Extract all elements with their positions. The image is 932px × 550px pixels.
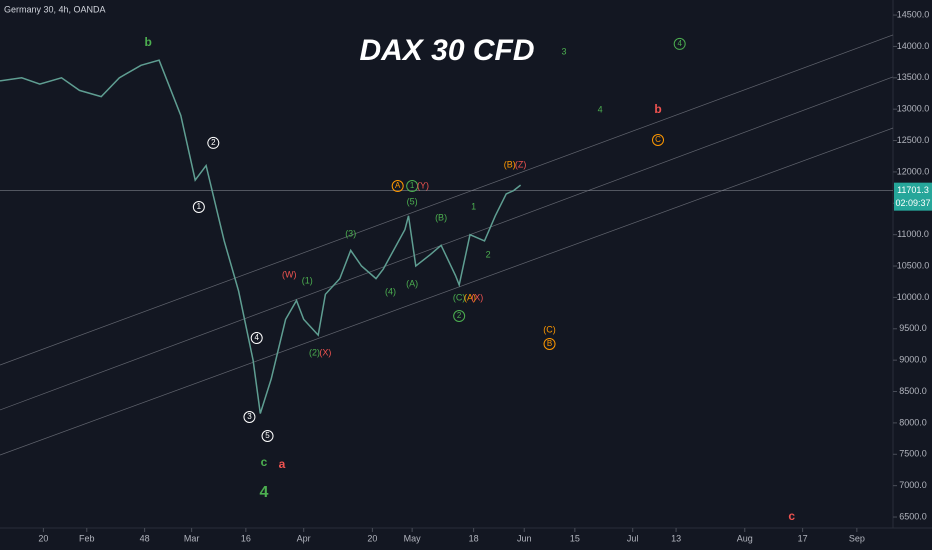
x-tick-label: May bbox=[404, 533, 422, 543]
y-tick-label: 8500.0 bbox=[899, 386, 927, 396]
wave-circle bbox=[673, 37, 686, 50]
wave-circle bbox=[543, 337, 556, 350]
wave-circle bbox=[406, 179, 419, 192]
wave-label: (2) bbox=[309, 347, 320, 357]
wave-label: b bbox=[145, 35, 152, 49]
countdown-label: 02:09:37 bbox=[895, 198, 930, 208]
wave-label: (W) bbox=[282, 269, 297, 279]
y-tick-label: 7000.0 bbox=[899, 480, 927, 490]
x-tick-label: Jul bbox=[627, 533, 639, 543]
y-tick-label: 13000.0 bbox=[897, 104, 930, 114]
wave-label: A bbox=[395, 181, 401, 190]
wave-label: (Y) bbox=[417, 180, 429, 190]
x-tick-label: Sep bbox=[849, 533, 865, 543]
wave-label: (X) bbox=[471, 292, 483, 302]
wave-label: 5 bbox=[265, 431, 270, 440]
x-tick-label: 18 bbox=[469, 533, 479, 543]
wave-label: (X) bbox=[319, 347, 331, 357]
wave-circle bbox=[250, 332, 263, 345]
last-price-box bbox=[894, 182, 932, 211]
wave-label: (C) bbox=[543, 324, 556, 334]
symbol-legend: Germany 30, 4h, OANDA bbox=[4, 4, 106, 14]
x-tick-label: 20 bbox=[38, 533, 48, 543]
y-tick-label: 10000.0 bbox=[897, 292, 930, 302]
wave-circle bbox=[243, 411, 256, 424]
wave-circle bbox=[391, 179, 404, 192]
x-tick-label: 48 bbox=[140, 533, 150, 543]
wave-circle bbox=[652, 133, 664, 146]
last-price-label: 11701.3 bbox=[897, 185, 929, 195]
y-tick-label: 9000.0 bbox=[899, 355, 927, 365]
x-tick-label: 17 bbox=[798, 533, 808, 543]
chart-title: DAX 30 CFD bbox=[359, 34, 534, 67]
x-tick-label: 16 bbox=[241, 533, 251, 543]
x-tick-label: 20 bbox=[367, 533, 377, 543]
wave-label: (A) bbox=[406, 278, 418, 288]
wave-label: (A) bbox=[464, 292, 476, 302]
wave-label: (1) bbox=[302, 275, 313, 285]
wave-circle bbox=[261, 430, 274, 443]
y-tick-label: 7500.0 bbox=[899, 449, 927, 459]
wave-label: 2 bbox=[486, 249, 491, 259]
y-tick-label: 12500.0 bbox=[897, 135, 930, 145]
wave-label: c bbox=[788, 509, 795, 523]
wave-label: 4 bbox=[254, 333, 259, 342]
y-tick-label: 8000.0 bbox=[899, 417, 927, 427]
y-tick-label: 12000.0 bbox=[897, 166, 930, 176]
wave-label: (B) bbox=[435, 212, 447, 222]
x-tick-label: Feb bbox=[79, 533, 95, 543]
wave-label: (4) bbox=[385, 286, 396, 296]
y-tick-label: 10500.0 bbox=[897, 260, 930, 270]
wave-label: (B) bbox=[504, 159, 516, 169]
wave-label: 3 bbox=[561, 46, 566, 56]
x-tick-label: 13 bbox=[671, 533, 681, 543]
wave-label: 1 bbox=[410, 181, 415, 190]
wave-label: (C) bbox=[453, 292, 466, 302]
trend-line bbox=[0, 127, 894, 456]
x-tick-label: 15 bbox=[570, 533, 580, 543]
y-tick-label: 14000.0 bbox=[897, 41, 930, 51]
price-line bbox=[0, 59, 522, 414]
wave-label: (3) bbox=[345, 228, 356, 238]
y-tick-label: 11000.0 bbox=[897, 229, 929, 239]
wave-label: (Z) bbox=[515, 159, 527, 169]
trend-line bbox=[0, 34, 894, 366]
trend-line bbox=[0, 76, 894, 411]
wave-label: 1 bbox=[197, 202, 202, 211]
wave-label: 2 bbox=[457, 311, 462, 320]
y-tick-label: 14500.0 bbox=[897, 9, 930, 19]
wave-label: (5) bbox=[407, 196, 418, 206]
wave-label: 4 bbox=[598, 104, 603, 114]
wave-label: b bbox=[654, 102, 661, 116]
wave-label: B bbox=[547, 339, 552, 348]
wave-label: a bbox=[279, 457, 286, 471]
y-tick-label: 9500.0 bbox=[899, 323, 927, 333]
wave-label: C bbox=[655, 135, 661, 144]
wave-label: 3 bbox=[247, 412, 252, 421]
wave-label: 4 bbox=[677, 39, 682, 48]
x-tick-label: Aug bbox=[737, 533, 753, 543]
wave-circle bbox=[207, 136, 220, 149]
wave-label: 1 bbox=[471, 201, 476, 211]
x-tick-label: Mar bbox=[184, 533, 200, 543]
wave-label: c bbox=[261, 455, 268, 469]
x-tick-label: Apr bbox=[297, 533, 311, 543]
wave-circle bbox=[453, 309, 466, 322]
x-tick-label: Jun bbox=[517, 533, 532, 543]
wave-label: 2 bbox=[211, 138, 216, 147]
y-tick-label: 13500.0 bbox=[897, 72, 930, 82]
wave-circle bbox=[192, 200, 205, 213]
wave-label: 4 bbox=[259, 484, 268, 501]
y-tick-label: 6500.0 bbox=[899, 511, 927, 521]
